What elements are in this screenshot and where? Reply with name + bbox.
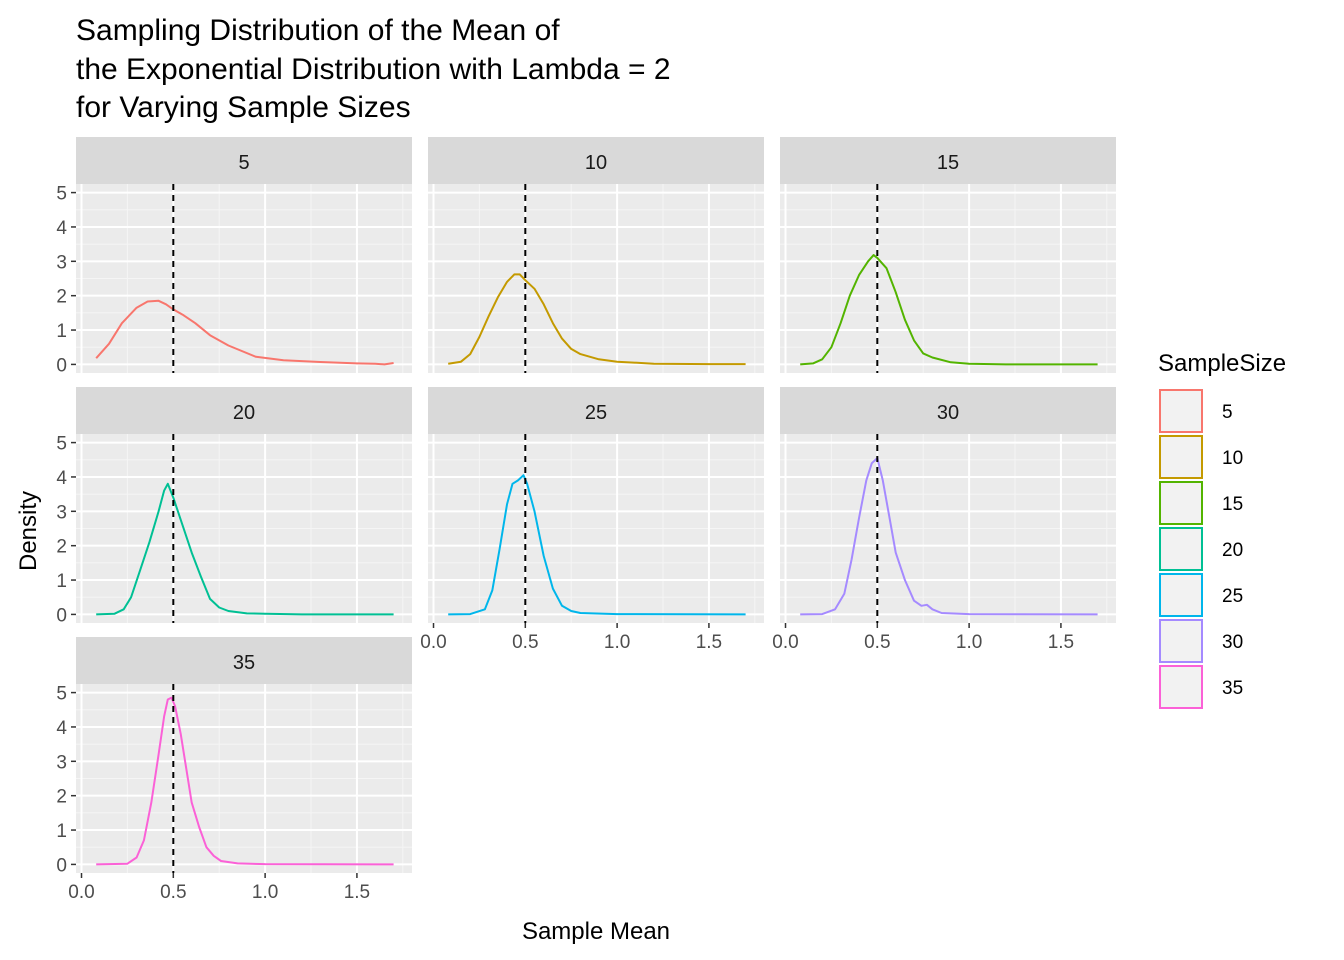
facet-strip-label: 30 — [937, 402, 959, 424]
legend-key — [1159, 527, 1203, 571]
y-tick-label: 1 — [56, 571, 67, 592]
legend-label: 35 — [1222, 678, 1243, 699]
x-tick-label: 0.0 — [772, 632, 798, 653]
x-tick-label: 1.0 — [956, 632, 982, 653]
legend: SampleSize 5 10 15 20 25 30 35 — [1158, 350, 1286, 709]
facet-panel: 10 — [428, 137, 764, 373]
legend-key — [1159, 389, 1203, 433]
legend-title: SampleSize — [1158, 350, 1286, 377]
facet-panel: 25 0.0 0.5 1.0 1.5 — [420, 387, 764, 653]
chart-title-line-2: the Exponential Distribution with Lambda… — [76, 53, 671, 86]
legend-key — [1159, 619, 1203, 663]
x-axis-title: Sample Mean — [522, 918, 670, 945]
y-tick-label: 4 — [56, 218, 67, 239]
density-line — [96, 482, 394, 616]
y-tick-label: 2 — [56, 787, 67, 808]
x-tick-label: 1.5 — [1048, 632, 1074, 653]
legend-item: 5 — [1159, 389, 1233, 433]
density-line — [800, 254, 1098, 366]
y-tick-label: 5 — [56, 684, 67, 705]
y-tick-label: 3 — [56, 502, 67, 523]
facet-strip-label: 35 — [233, 652, 255, 674]
facet-strip — [428, 387, 764, 434]
y-tick-label: 1 — [56, 821, 67, 842]
facet-strip-label: 15 — [937, 152, 959, 174]
x-tick-label: 0.5 — [864, 632, 890, 653]
x-tick-label: 1.0 — [252, 882, 278, 903]
chart-title: Sampling Distribution of the Mean of the… — [76, 14, 671, 124]
y-tick-label: 0 — [56, 855, 67, 876]
density-line — [95, 299, 394, 366]
density-line — [800, 457, 1098, 616]
facet-strip-label: 10 — [585, 152, 607, 174]
x-tick-label: 1.0 — [604, 632, 630, 653]
facet-panel: 5 0 1 2 3 4 5 — [56, 137, 412, 376]
legend-label: 30 — [1222, 632, 1243, 653]
density-line — [448, 273, 746, 366]
legend-item: 10 — [1159, 435, 1243, 479]
legend-item: 20 — [1159, 527, 1243, 571]
facet-panel: 30 0.0 0.5 1.0 1.5 — [772, 387, 1116, 653]
chart-title-line-3: for Varying Sample Sizes — [76, 91, 411, 124]
legend-key — [1159, 481, 1203, 525]
y-axis-title: Density — [15, 491, 42, 571]
y-tick-label: 2 — [56, 537, 67, 558]
density-line — [96, 696, 394, 866]
x-tick-label: 0.5 — [160, 882, 186, 903]
facet-strip — [780, 137, 1116, 184]
x-tick-label: 1.5 — [344, 882, 370, 903]
y-tick-label: 4 — [56, 468, 67, 489]
legend-item: 30 — [1159, 619, 1243, 663]
x-tick-label: 0.0 — [68, 882, 94, 903]
legend-key — [1159, 665, 1203, 709]
legend-key — [1159, 435, 1203, 479]
legend-label: 15 — [1222, 494, 1243, 515]
facet-strip — [780, 387, 1116, 434]
legend-label: 10 — [1222, 448, 1243, 469]
x-tick-label: 0.5 — [512, 632, 538, 653]
facet-panel: 15 — [780, 137, 1116, 373]
facet-strip — [76, 637, 412, 684]
facet-panel: 35 0 1 2 3 4 5 0.0 0.5 1.0 1.5 — [56, 637, 412, 903]
y-tick-label: 3 — [56, 252, 67, 273]
y-tick-label: 0 — [56, 355, 67, 376]
y-tick-label: 5 — [56, 184, 67, 205]
legend-label: 20 — [1222, 540, 1243, 561]
legend-key — [1159, 573, 1203, 617]
y-tick-label: 3 — [56, 752, 67, 773]
facet-strip-label: 5 — [238, 152, 249, 174]
y-tick-label: 2 — [56, 287, 67, 308]
facet-strip-label: 20 — [233, 402, 255, 424]
facet-strip — [428, 137, 764, 184]
y-tick-label: 0 — [56, 605, 67, 626]
facet-strip — [76, 137, 412, 184]
facet-strip-label: 25 — [585, 402, 607, 424]
legend-item: 25 — [1159, 573, 1243, 617]
legend-item: 35 — [1159, 665, 1243, 709]
x-tick-label: 1.5 — [696, 632, 722, 653]
legend-item: 15 — [1159, 481, 1243, 525]
y-tick-label: 5 — [56, 434, 67, 455]
chart-title-line-1: Sampling Distribution of the Mean of — [76, 14, 560, 47]
facet-strip — [76, 387, 412, 434]
y-tick-label: 1 — [56, 321, 67, 342]
legend-label: 25 — [1222, 586, 1243, 607]
y-tick-label: 4 — [56, 718, 67, 739]
facet-panel: 20 0 1 2 3 4 5 — [56, 387, 412, 626]
legend-label: 5 — [1222, 402, 1233, 423]
x-tick-label: 0.0 — [420, 632, 446, 653]
